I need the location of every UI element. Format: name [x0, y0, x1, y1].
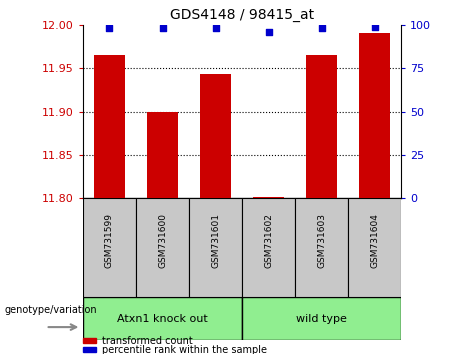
Bar: [348, 198, 401, 297]
Bar: [200, 74, 231, 198]
Bar: [359, 33, 390, 198]
Text: wild type: wild type: [296, 314, 347, 324]
Text: GSM731600: GSM731600: [158, 213, 167, 268]
Text: GSM731601: GSM731601: [211, 213, 220, 268]
Text: transformed count: transformed count: [102, 336, 193, 346]
Text: GSM731599: GSM731599: [105, 213, 114, 268]
Bar: [253, 196, 284, 198]
Text: genotype/variation: genotype/variation: [5, 305, 97, 315]
Point: [371, 24, 378, 29]
Bar: [94, 55, 125, 198]
Title: GDS4148 / 98415_at: GDS4148 / 98415_at: [170, 8, 314, 22]
Text: GSM731604: GSM731604: [370, 213, 379, 268]
Point: [318, 25, 325, 31]
Bar: [306, 55, 337, 198]
Bar: [136, 198, 189, 297]
Point: [159, 25, 166, 31]
Text: Atxn1 knock out: Atxn1 knock out: [117, 314, 208, 324]
Bar: [83, 297, 242, 340]
Point: [106, 25, 113, 31]
Bar: [242, 297, 401, 340]
Bar: [83, 338, 96, 343]
Text: percentile rank within the sample: percentile rank within the sample: [102, 344, 267, 354]
Text: GSM731603: GSM731603: [317, 213, 326, 268]
Text: GSM731602: GSM731602: [264, 213, 273, 268]
Point: [212, 25, 219, 31]
Bar: [83, 347, 96, 352]
Bar: [83, 198, 136, 297]
Bar: [147, 112, 178, 198]
Bar: [242, 198, 295, 297]
Bar: [189, 198, 242, 297]
Bar: [295, 198, 348, 297]
Point: [265, 29, 272, 35]
